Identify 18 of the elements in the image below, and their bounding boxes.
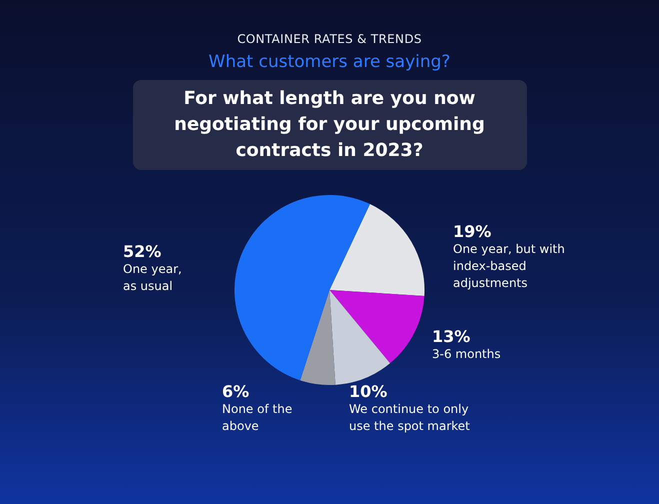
data-label: 19% [453,222,492,241]
chart-title: For what length are you now negotiating for your upcoming contracts in 2023? [132,80,526,170]
pie-slice [330,290,390,385]
slice-label: One year, but with index-based adjustments [453,242,565,290]
data-label: 10% [349,382,388,401]
slice-label: We continue to only use the spot market [349,402,470,433]
slice-label: 3-6 months [432,347,501,361]
chart-subtitle: What customers are saying? [208,52,452,72]
pie-slice [234,195,370,380]
pie-slice [330,204,424,296]
data-label: 13% [432,327,470,346]
slice-label: One year, as usual [123,262,182,293]
pie-slice [330,290,424,364]
text: CONTAINER RATES & TRENDS [236,32,423,46]
pie-slice [300,290,336,385]
data-label: 52% [123,242,162,261]
slice-label: None of the above [222,402,292,433]
data-label: 6% [222,382,250,401]
